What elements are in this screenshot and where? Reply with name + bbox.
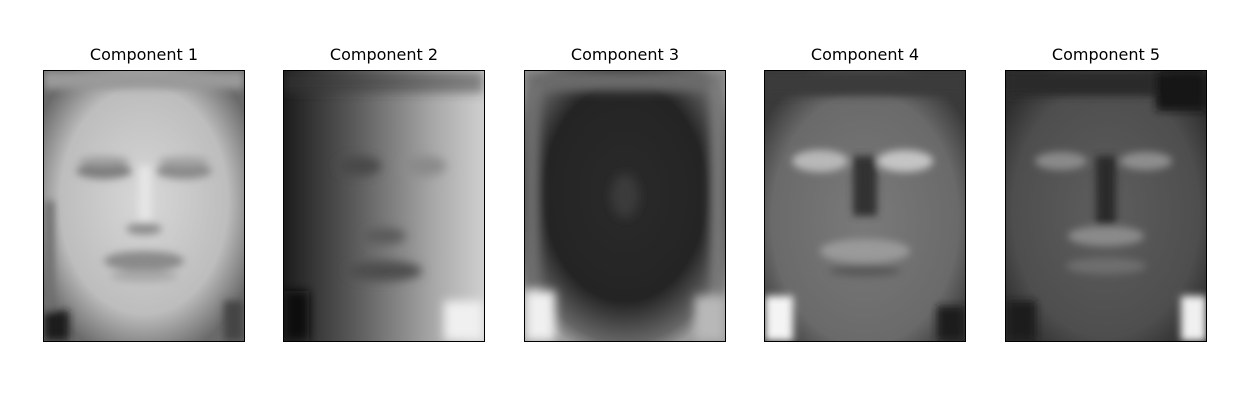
panel-title: Component 3 xyxy=(570,45,680,64)
component-2-face-image xyxy=(284,71,484,341)
component-5-face-image xyxy=(1006,71,1206,341)
component-panel-3: Component 3 xyxy=(524,0,726,400)
component-panel-4: Component 4 xyxy=(764,0,966,400)
panel-title: Component 2 xyxy=(329,45,439,64)
panel-title: Component 1 xyxy=(89,45,199,64)
component-panel-1: Component 1 xyxy=(43,0,245,400)
panel-title: Component 5 xyxy=(1051,45,1161,64)
component-panel-5: Component 5 xyxy=(1005,0,1207,400)
face-image-frame xyxy=(1005,70,1207,342)
face-image-frame xyxy=(524,70,726,342)
component-4-face-image xyxy=(765,71,965,341)
face-image-frame xyxy=(43,70,245,342)
component-1-face-image xyxy=(44,71,244,341)
component-panel-2: Component 2 xyxy=(283,0,485,400)
component-3-face-image xyxy=(525,71,725,341)
face-image-frame xyxy=(764,70,966,342)
panel-title: Component 4 xyxy=(810,45,920,64)
face-image-frame xyxy=(283,70,485,342)
